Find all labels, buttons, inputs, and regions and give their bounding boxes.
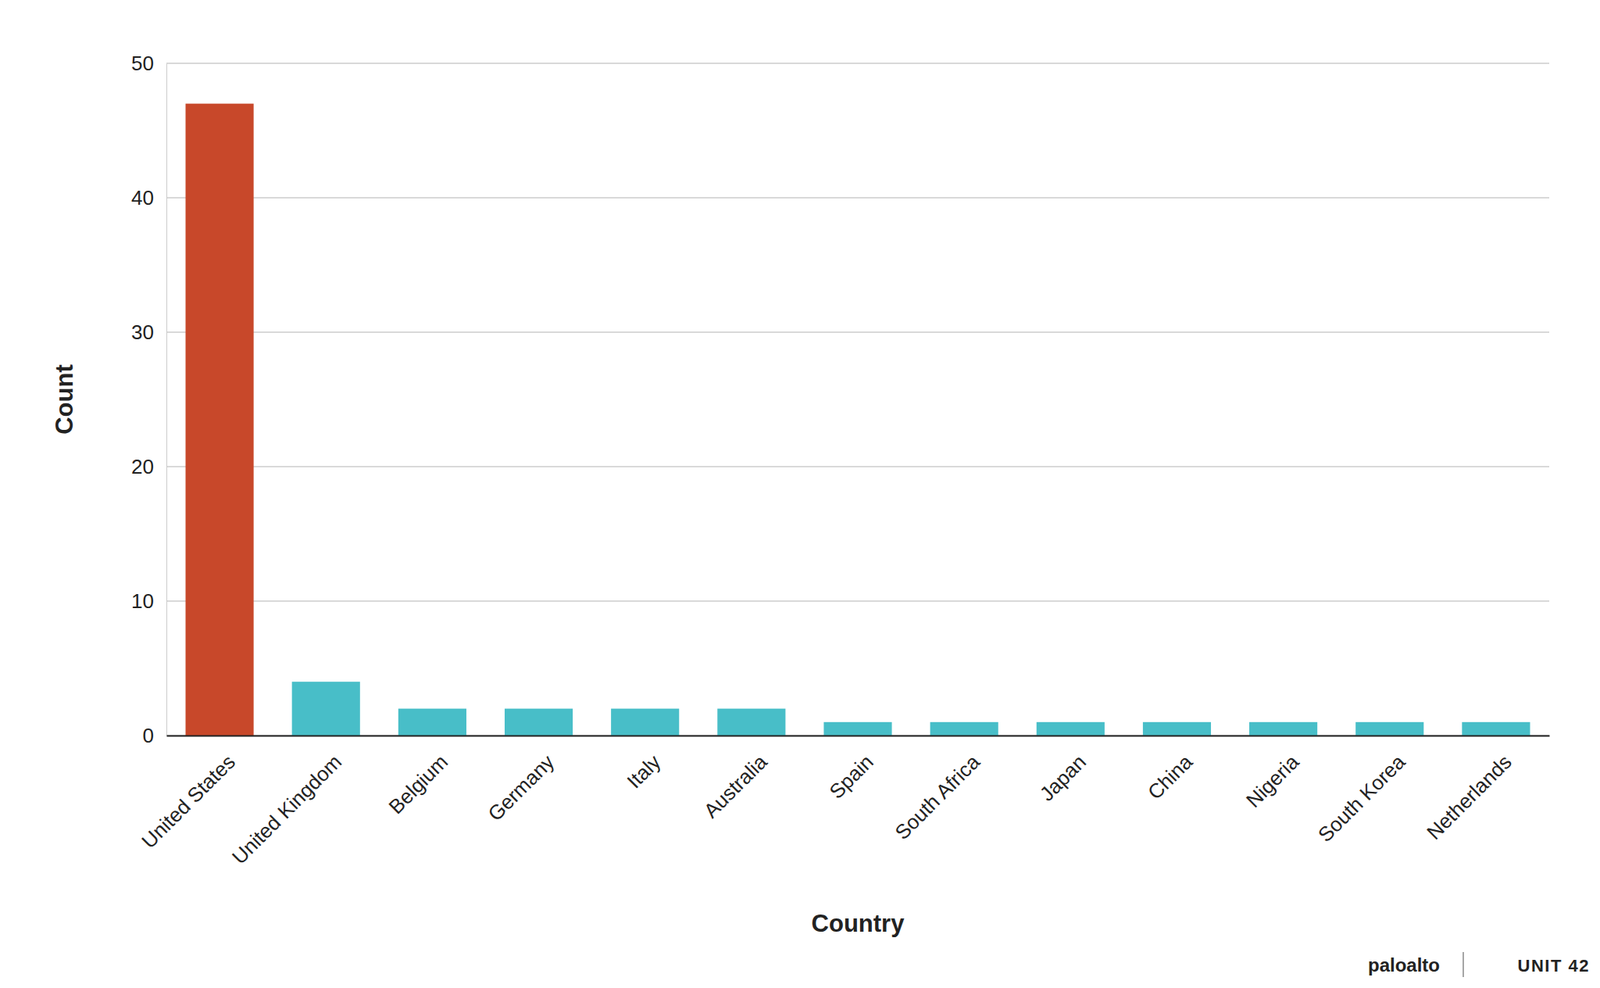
x-tick: Australia	[699, 735, 772, 822]
bar	[292, 681, 361, 736]
bar	[823, 721, 892, 736]
chart: 0 10 20 30 40 50 United StatesUnited Kingdom Be…	[0, 0, 1600, 988]
annotation: UNIT 42	[1517, 955, 1590, 975]
logo: paloalto UNIT 42	[1367, 951, 1590, 977]
x-tick-label: Italy	[622, 750, 666, 793]
bar	[398, 708, 467, 736]
grid-line	[166, 734, 1550, 736]
y-tick-label: 20	[131, 454, 154, 479]
bar	[1142, 721, 1211, 736]
y-tick: 40	[131, 185, 167, 210]
x-tick: Netherlands	[1421, 735, 1516, 844]
grid-line	[166, 196, 1550, 198]
x-tick: Nigeria	[1241, 735, 1304, 812]
grid-line	[166, 62, 1550, 64]
y-axis-line	[166, 64, 168, 736]
y-tick-label: 50	[131, 51, 154, 75]
y-tick-label: 30	[131, 320, 154, 344]
y-tick: 10	[131, 589, 167, 613]
logo-divider	[1462, 951, 1465, 977]
y-tick: 50	[131, 51, 167, 75]
bar	[930, 721, 999, 736]
x-tick-label: South Korea	[1313, 749, 1411, 847]
x-tick: Spain	[825, 735, 879, 804]
bar	[717, 708, 786, 736]
x-tick: Italy	[622, 735, 666, 793]
x-tick: South Africa	[890, 735, 986, 844]
x-axis: United StatesUnited Kingdom Belgium German…	[136, 735, 1550, 869]
bar	[610, 708, 679, 736]
bar	[1249, 721, 1318, 736]
grid-line	[166, 600, 1550, 601]
bar	[1461, 721, 1530, 736]
y-axis: 0 10 20 30 40 50	[131, 51, 167, 747]
x-tick-label: United States	[136, 750, 240, 854]
x-tick: Germany	[482, 735, 559, 825]
grid-line	[166, 465, 1550, 467]
y-tick-label: 10	[131, 589, 154, 613]
x-tick-label: Nigeria	[1241, 749, 1304, 812]
x-tick-label: Netherlands	[1421, 750, 1516, 844]
y-tick: 20	[131, 454, 167, 479]
y-tick-label: 40	[131, 185, 154, 210]
bar	[185, 103, 254, 736]
x-tick: United States	[136, 735, 240, 853]
y-axis-title: Count	[50, 364, 79, 435]
bar	[1036, 721, 1105, 736]
x-tick-label: Japan	[1035, 750, 1091, 806]
x-axis-title: Country	[811, 909, 906, 937]
x-tick: South Korea	[1313, 735, 1411, 847]
bar	[1355, 721, 1424, 736]
x-tick-label: United Kingdom	[227, 750, 347, 869]
x-tick-label: Australia	[699, 749, 772, 822]
y-tick: 30	[131, 320, 167, 344]
grid-line	[166, 331, 1550, 333]
x-tick-label: South Africa	[890, 749, 986, 844]
annotation: paloalto	[1367, 953, 1440, 975]
x-tick-label: Spain	[825, 750, 879, 804]
bars	[185, 103, 1531, 736]
x-tick-label: Belgium	[383, 750, 453, 819]
x-tick-label: Germany	[482, 750, 559, 826]
x-axis-line	[167, 735, 1550, 737]
y-tick: 0	[142, 723, 167, 747]
x-tick: Japan	[1035, 735, 1091, 806]
bar	[504, 708, 573, 736]
x-tick: China	[1142, 735, 1198, 804]
grid	[166, 63, 1550, 736]
x-tick-label: China	[1142, 749, 1198, 804]
x-tick: Belgium	[383, 735, 453, 818]
y-tick-label: 0	[142, 723, 154, 747]
x-tick: United Kingdom	[227, 735, 347, 869]
